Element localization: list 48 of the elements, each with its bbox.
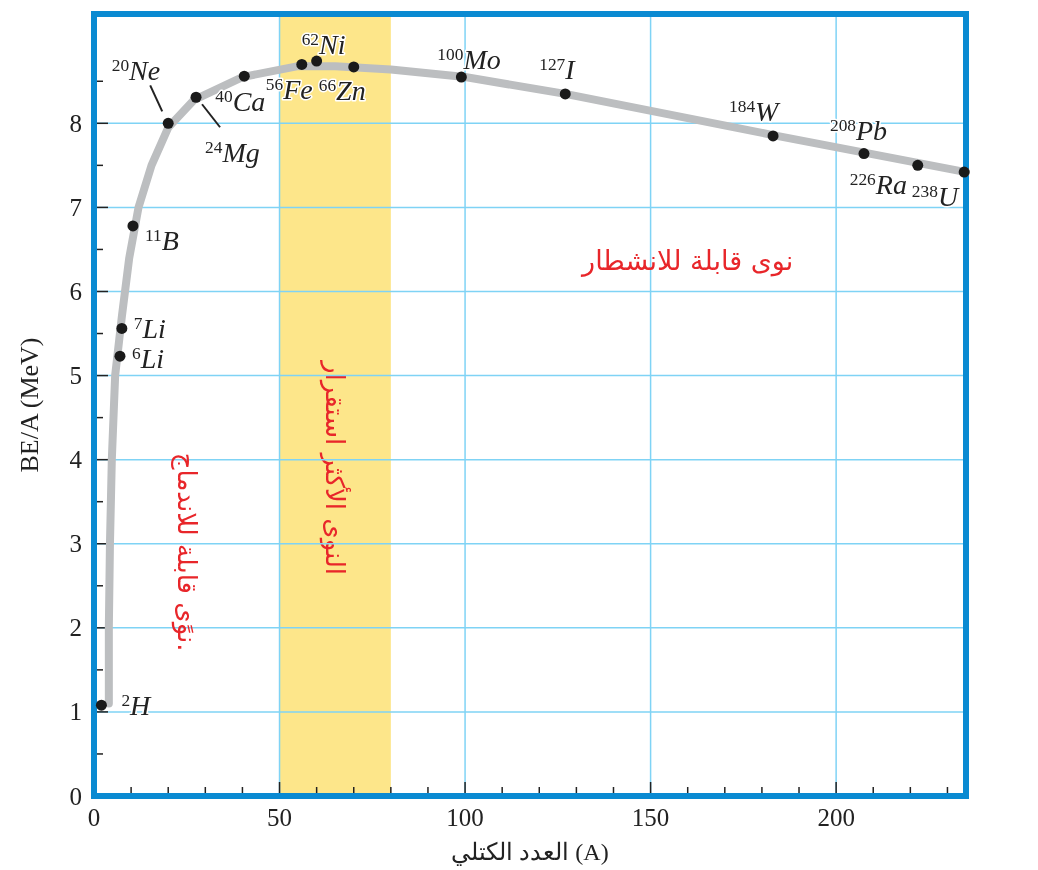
band-label: النوى الأكثر استقرار	[319, 359, 353, 576]
annotation: $^{127}$I	[539, 53, 577, 85]
annotation: $^{24}$Mg	[205, 137, 260, 169]
annotation: $^{2}$H	[121, 690, 153, 722]
y-tick-label: 3	[69, 530, 82, 558]
annotation: $^{40}$Ca	[215, 86, 266, 118]
annotation: $^{226}$Ra	[849, 169, 907, 201]
annotation: $^{100}$Mo	[437, 44, 501, 76]
y-axis-title: BE/A (MeV)	[15, 337, 44, 473]
point	[912, 159, 924, 171]
y-tick-label: 7	[69, 193, 82, 221]
annotation: $^{20}$Ne	[111, 55, 161, 87]
x-tick-label: 150	[631, 804, 670, 831]
point	[858, 148, 870, 160]
point	[190, 91, 202, 103]
annotation: $^{6}$Li	[131, 343, 165, 375]
point	[116, 322, 128, 334]
point	[455, 71, 467, 83]
point	[296, 58, 308, 70]
point	[127, 220, 139, 232]
y-tick-label: 5	[69, 362, 82, 390]
point	[348, 61, 360, 73]
y-tick-label: 1	[69, 698, 82, 726]
y-tick-label: 2	[69, 614, 82, 642]
annotation: $^{62}$Ni	[301, 29, 346, 61]
x-tick-label: 200	[817, 804, 855, 831]
point	[162, 117, 174, 129]
annotation: $^{238}$U	[911, 181, 960, 213]
y-tick-label: 6	[69, 277, 82, 305]
annotation: $^{184}$W	[729, 95, 782, 127]
annotation: $^{7}$Li	[133, 313, 166, 345]
point	[958, 166, 970, 178]
annotation: نوًى قابلة للاندماج.	[170, 452, 202, 652]
point	[95, 699, 107, 711]
y-tick-label: 8	[69, 109, 82, 137]
x-tick-label: 50	[267, 804, 293, 831]
annotation: $^{66}$Zn	[318, 74, 366, 106]
x-axis-title: العدد الكتلي (A)	[451, 839, 609, 866]
y-tick-label: 4	[69, 446, 83, 474]
y-tick-label: 0	[69, 782, 82, 810]
x-tick-label: 0	[87, 804, 101, 831]
x-tick-label: 100	[446, 804, 484, 831]
point	[559, 88, 571, 100]
point	[114, 350, 126, 362]
point	[767, 130, 779, 142]
point	[311, 55, 323, 67]
annotation: $^{11}$B	[144, 224, 179, 256]
point	[238, 70, 250, 82]
